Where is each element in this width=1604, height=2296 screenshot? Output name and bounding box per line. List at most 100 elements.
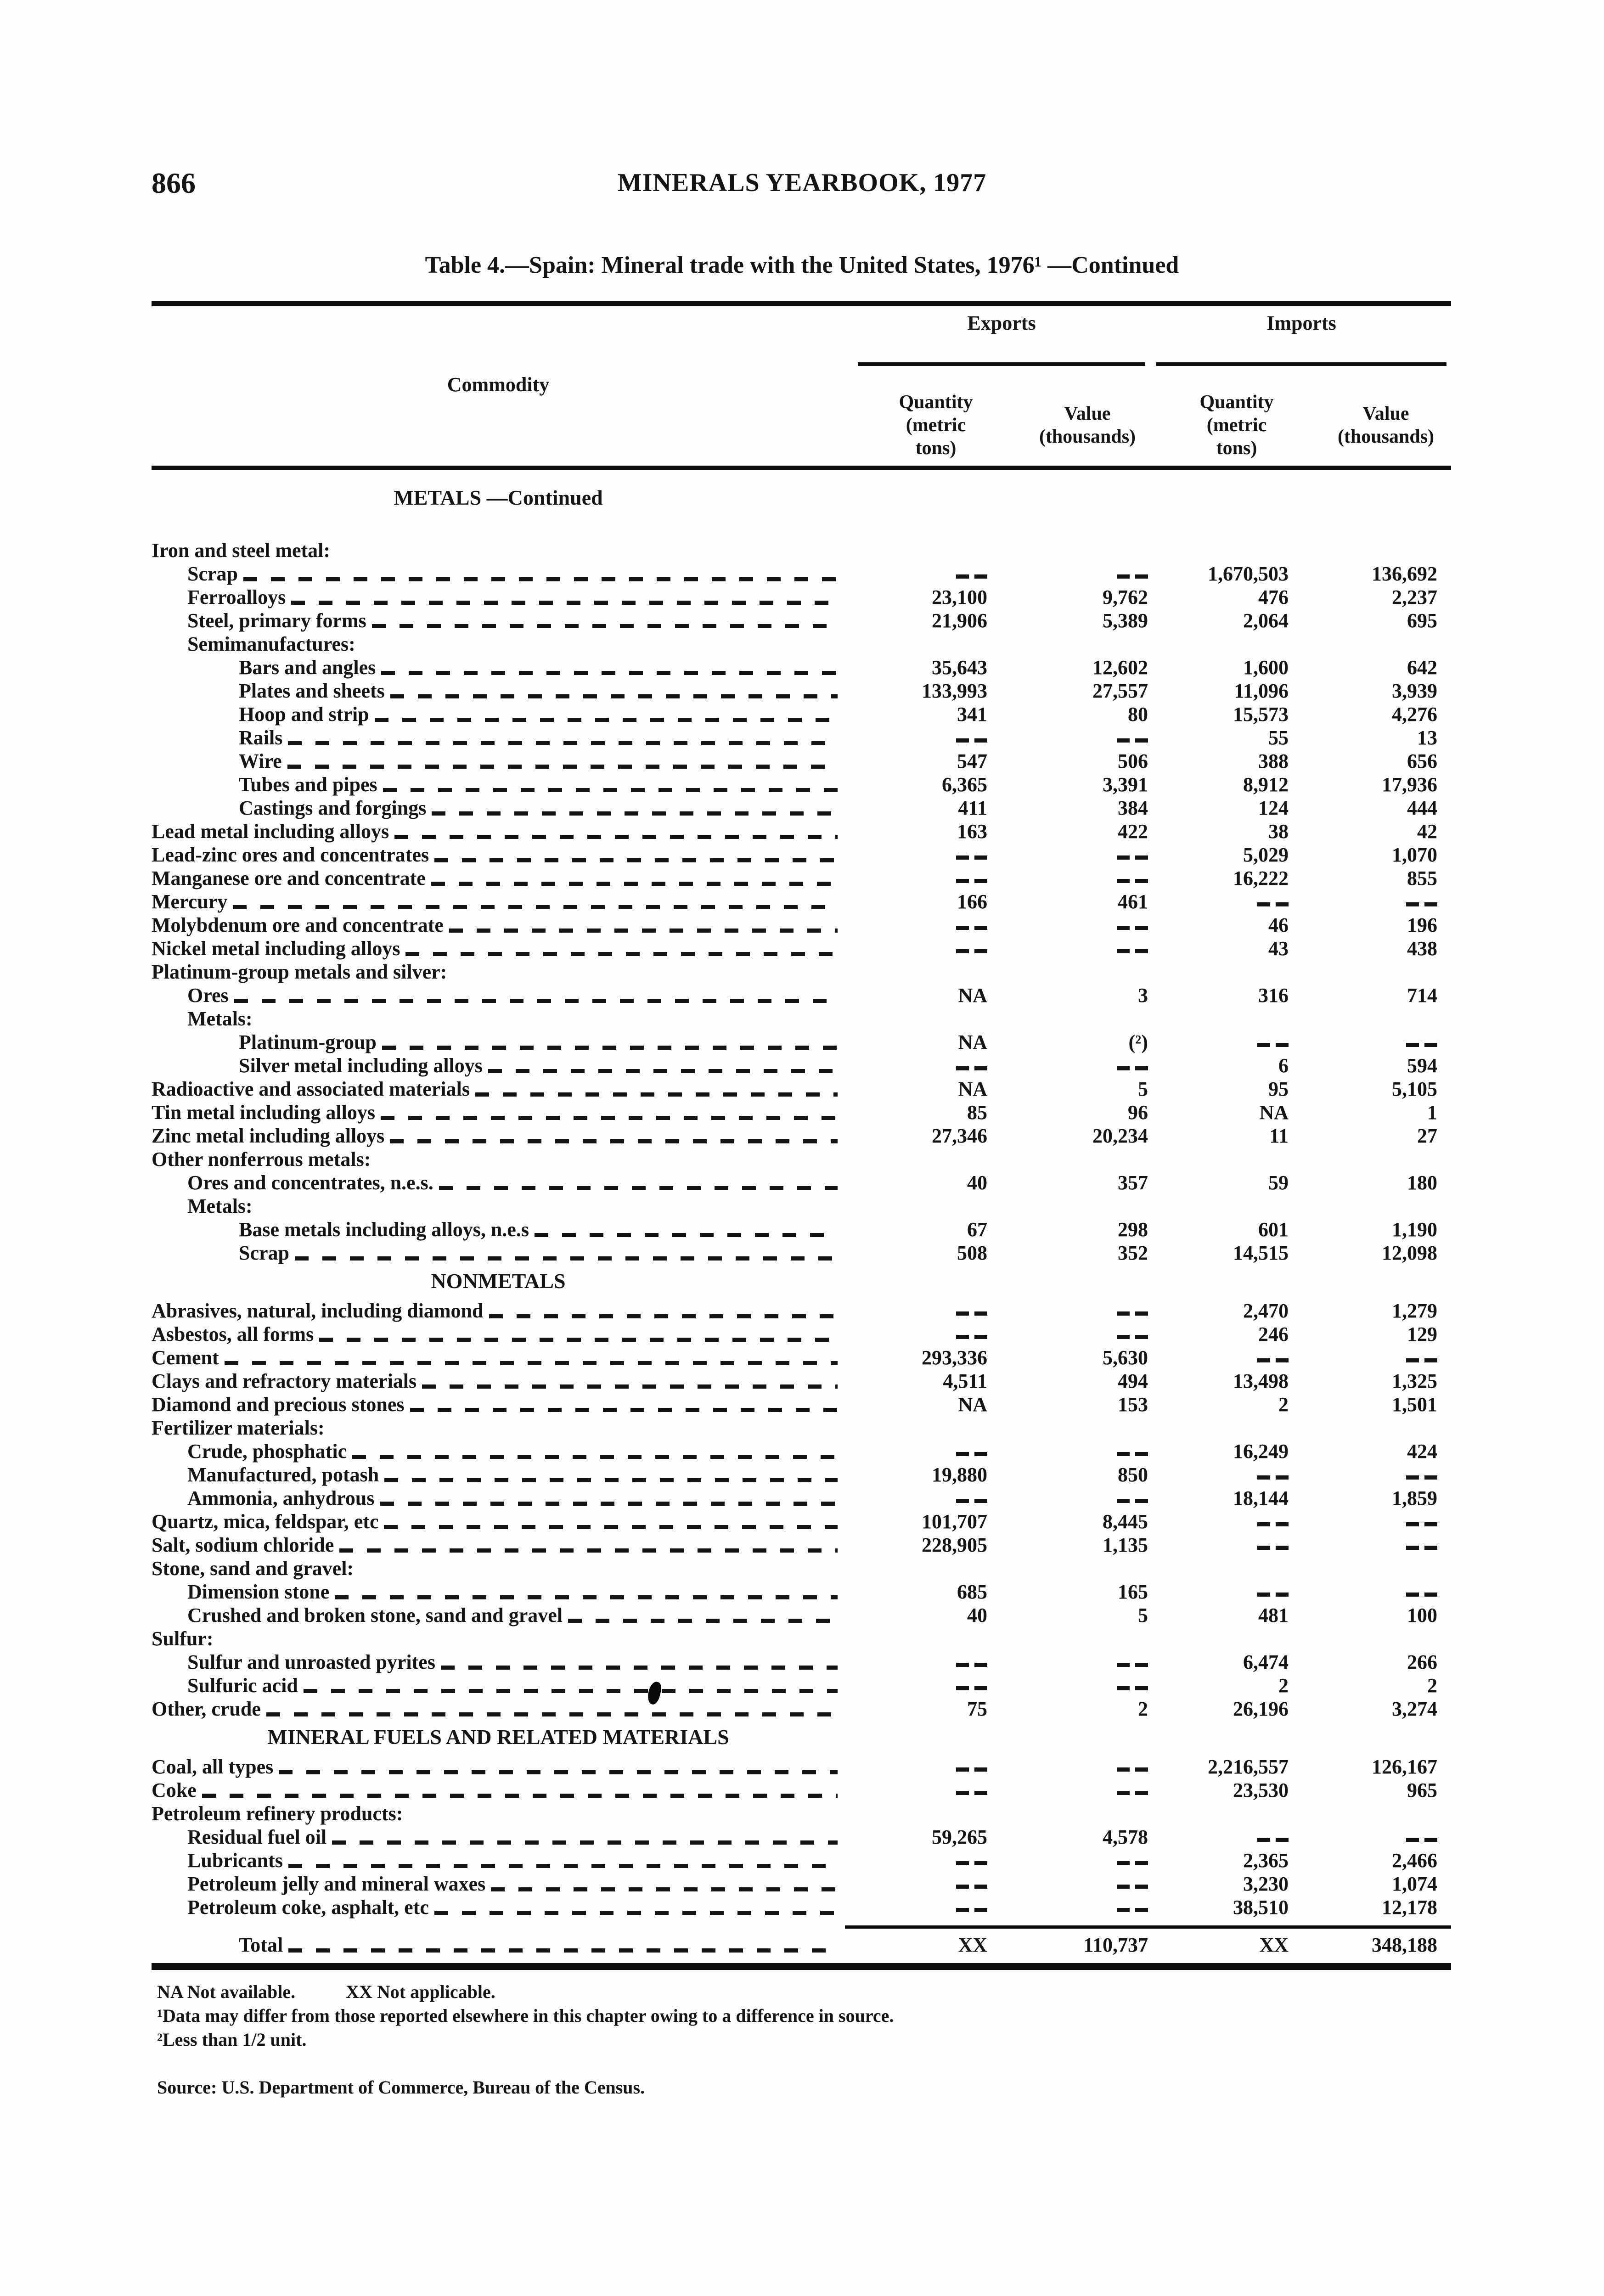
cell-imports-quantity xyxy=(1157,1580,1295,1604)
cell-exports-quantity: 166 xyxy=(957,890,987,913)
nil-dashes xyxy=(956,1311,987,1316)
cell-imports-quantity: 6,474 xyxy=(1243,1651,1289,1673)
nil-dashes xyxy=(1117,1066,1148,1070)
cell-exports-quantity: 23,100 xyxy=(932,586,987,608)
dotted-leader xyxy=(384,1525,838,1529)
cell-imports-quantity: 601 xyxy=(1258,1218,1289,1241)
column-group-exports: Exports xyxy=(967,312,1036,334)
table-row: Bars and angles 35,643 12,602 1,600 642 xyxy=(152,656,1451,679)
commodity-label: Metals: xyxy=(187,1195,253,1217)
cell-imports-quantity: 2,365 xyxy=(1243,1849,1289,1872)
dotted-leader xyxy=(279,1770,838,1774)
cell-exports-quantity xyxy=(845,937,987,960)
cell-exports-value: 20,234 xyxy=(1092,1125,1148,1147)
table-title: Table 4.—Spain: Mineral trade with the U… xyxy=(425,252,1179,278)
cell-exports-value xyxy=(987,1440,1157,1463)
cell-exports-value: 12,602 xyxy=(1092,656,1148,679)
nil-dashes xyxy=(1117,1767,1148,1772)
column-header-exports-value: Value (thousands) xyxy=(1039,403,1136,447)
group-label-row: Fertilizer materials: xyxy=(152,1416,1451,1440)
cell-exports-quantity xyxy=(845,1778,987,1802)
commodity-label: Sulfur and unroasted pyrites xyxy=(187,1651,435,1673)
cell-exports-value: 5,389 xyxy=(1103,609,1148,632)
cell-imports-value xyxy=(1295,1627,1451,1650)
group-label-row: Platinum-group metals and silver: xyxy=(152,960,1451,984)
column-header-exports-quantity: Quantity (metric tons) xyxy=(899,392,973,459)
commodity-label: Base metals including alloys, n.e.s xyxy=(239,1218,529,1241)
cell-exports-value xyxy=(987,1896,1157,1919)
nil-dashes xyxy=(956,1908,987,1912)
commodity-label: Metals: xyxy=(187,1007,253,1030)
nil-dashes xyxy=(1406,1593,1437,1597)
cell-imports-value: 438 xyxy=(1407,937,1437,960)
table-row: Coke 23,530 965 xyxy=(152,1778,1451,1802)
cell-exports-quantity: 40 xyxy=(967,1604,987,1626)
cell-exports-value xyxy=(987,726,1157,749)
dotted-leader xyxy=(219,1642,838,1646)
cell-imports-quantity: 246 xyxy=(1258,1323,1289,1345)
nil-dashes xyxy=(1257,1522,1289,1526)
commodity-label: Semimanufactures: xyxy=(187,633,355,655)
cell-imports-quantity: 2,216,557 xyxy=(1208,1756,1289,1778)
dotted-leader xyxy=(408,1817,838,1821)
commodity-label: Plates and sheets xyxy=(239,680,385,702)
dotted-leader xyxy=(288,1948,838,1953)
cell-exports-value: 96 xyxy=(1128,1101,1148,1124)
commodity-label: Stone, sand and gravel: xyxy=(152,1557,354,1580)
cell-exports-quantity: 101,707 xyxy=(922,1510,987,1533)
footnotes: NA Not available. XX Not applicable. ¹Dat… xyxy=(157,1980,894,2052)
cell-imports-value: 348,188 xyxy=(1372,1934,1437,1956)
nil-dashes xyxy=(1406,1358,1437,1362)
cell-imports-value xyxy=(1295,1802,1451,1825)
cell-exports-quantity xyxy=(845,1299,987,1322)
cell-exports-quantity xyxy=(845,632,987,656)
nil-dashes xyxy=(956,1791,987,1795)
cell-exports-quantity xyxy=(845,1007,987,1030)
dotted-leader xyxy=(202,1794,838,1798)
commodity-label: Mercury xyxy=(152,890,228,913)
section-header-row: MINERAL FUELS AND RELATED MATERIALS xyxy=(267,1725,729,1749)
group-label-row: Iron and steel metal: xyxy=(152,539,1451,562)
cell-exports-quantity: 19,880 xyxy=(932,1463,987,1486)
commodity-label: Ores and concentrates, n.e.s. xyxy=(187,1171,433,1194)
commodity-label: Petroleum coke, asphalt, etc xyxy=(187,1896,429,1919)
cell-exports-quantity: 67 xyxy=(967,1218,987,1241)
cell-exports-value xyxy=(987,960,1157,984)
cell-exports-quantity: 40 xyxy=(967,1171,987,1194)
commodity-label: Radioactive and associated materials xyxy=(152,1078,470,1100)
nil-dashes xyxy=(1117,855,1148,860)
footnote-2: ²Less than 1/2 unit. xyxy=(157,2029,307,2050)
cell-exports-quantity xyxy=(845,867,987,890)
dotted-leader xyxy=(434,858,838,862)
cell-exports-value xyxy=(987,1872,1157,1896)
commodity-label: Castings and forgings xyxy=(239,797,427,819)
cell-imports-quantity: 38 xyxy=(1268,820,1289,843)
dotted-leader xyxy=(287,765,838,769)
commodity-label: Ferroalloys xyxy=(187,586,286,608)
cell-exports-value xyxy=(987,1674,1157,1697)
cell-imports-value xyxy=(1295,1416,1451,1440)
cell-exports-quantity: 685 xyxy=(957,1581,987,1603)
cell-imports-value: 444 xyxy=(1407,797,1437,819)
cell-exports-value: 357 xyxy=(1118,1171,1148,1194)
cell-exports-value: 5,630 xyxy=(1103,1346,1148,1369)
cell-imports-value: 136,692 xyxy=(1372,563,1437,585)
commodity-label: Platinum-group metals and silver: xyxy=(152,961,447,983)
cell-exports-value: 461 xyxy=(1118,890,1148,913)
cell-imports-value xyxy=(1295,890,1451,913)
nil-dashes xyxy=(956,1335,987,1339)
nil-dashes xyxy=(956,1663,987,1667)
table-row: Mercury 166 461 xyxy=(152,890,1451,913)
cell-imports-value: 5,105 xyxy=(1392,1078,1437,1100)
cell-imports-value: 594 xyxy=(1407,1054,1437,1077)
commodity-label: Hoop and strip xyxy=(239,703,369,726)
commodity-label: Lubricants xyxy=(187,1849,283,1872)
commodity-label: Iron and steel metal: xyxy=(152,539,331,562)
cell-exports-value: (²) xyxy=(1128,1031,1148,1053)
commodity-column-header: Commodity xyxy=(447,373,550,396)
nil-dashes xyxy=(956,1452,987,1456)
pre-total-rule xyxy=(845,1925,1451,1929)
cell-imports-quantity: 476 xyxy=(1258,586,1289,608)
cell-imports-value xyxy=(1295,1533,1451,1557)
cell-imports-value: 1,501 xyxy=(1392,1393,1437,1416)
